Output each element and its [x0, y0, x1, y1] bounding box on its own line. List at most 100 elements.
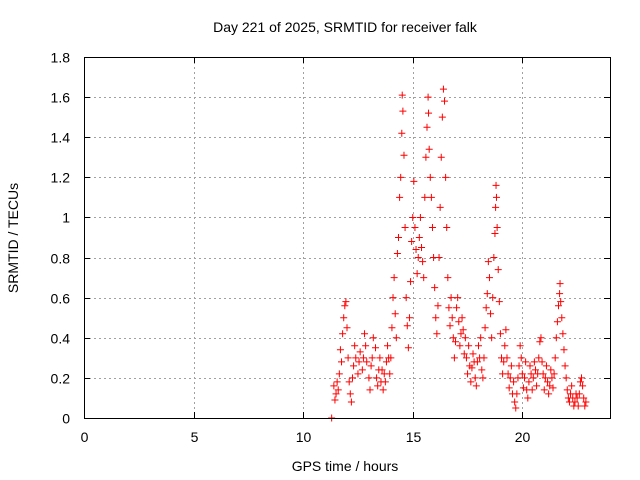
data-point: [477, 334, 485, 342]
data-point: [525, 378, 533, 386]
data-point: [460, 350, 468, 358]
data-point: [526, 362, 534, 370]
data-point: [471, 374, 479, 382]
data-point: [445, 304, 453, 312]
data-point: [524, 394, 532, 402]
data-point: [407, 278, 415, 286]
data-point: [450, 354, 458, 362]
data-point: [350, 362, 358, 370]
data-point: [482, 304, 490, 312]
data-point: [533, 382, 541, 390]
data-point: [484, 258, 492, 266]
data-point: [338, 358, 346, 366]
x-tick-label: 20: [515, 429, 531, 445]
data-point: [347, 398, 355, 406]
data-point: [335, 370, 343, 378]
data-point: [483, 290, 491, 298]
data-point: [550, 370, 558, 378]
data-point: [436, 203, 444, 211]
data-point: [365, 374, 373, 382]
y-tick-label: 0.2: [51, 371, 71, 387]
data-point: [434, 302, 442, 310]
data-point: [492, 203, 500, 211]
data-point: [528, 386, 536, 394]
data-point: [556, 290, 564, 298]
data-point: [578, 374, 586, 382]
data-point: [443, 223, 451, 231]
data-point: [426, 173, 434, 181]
data-point: [580, 394, 588, 402]
data-point: [560, 346, 568, 354]
data-point: [369, 334, 377, 342]
data-point: [537, 334, 545, 342]
data-point: [427, 193, 435, 201]
data-point: [448, 314, 456, 322]
data-point: [371, 344, 379, 352]
data-point: [381, 378, 389, 386]
data-point: [473, 358, 481, 366]
data-point: [493, 223, 501, 231]
tick-labels: 0 5 10 15 20 0 0.2 0.4 0.6 0.8 1 1.2 1.4 1.6 1.8: [51, 50, 531, 446]
data-point: [579, 382, 587, 390]
data-point: [500, 358, 508, 366]
data-point: [454, 294, 462, 302]
data-point: [351, 342, 359, 350]
data-point: [511, 398, 519, 406]
data-point: [529, 374, 537, 382]
y-tick-label: 0.8: [51, 251, 71, 267]
data-point: [461, 334, 469, 342]
data-point: [411, 223, 419, 231]
data-point: [432, 314, 440, 322]
data-point: [425, 145, 433, 153]
data-point: [392, 334, 400, 342]
data-point: [368, 354, 376, 362]
data-point: [489, 294, 497, 302]
data-point: [554, 302, 562, 310]
data-point: [539, 370, 547, 378]
data-point: [515, 362, 523, 370]
data-point: [405, 314, 413, 322]
data-point: [492, 193, 500, 201]
data-point: [334, 386, 342, 394]
y-tick-label: 1.2: [51, 170, 71, 186]
data-point: [501, 342, 509, 350]
y-tick-label: 1.6: [51, 90, 71, 106]
data-point: [504, 370, 512, 378]
data-point: [517, 354, 525, 362]
data-point: [458, 314, 466, 322]
data-point: [536, 338, 544, 346]
data-point: [449, 334, 457, 342]
data-point: [495, 298, 503, 306]
data-point: [344, 354, 352, 362]
data-point: [540, 386, 548, 394]
data-point: [416, 213, 424, 221]
data-point: [423, 123, 431, 131]
data-point: [396, 193, 404, 201]
data-point: [487, 310, 495, 318]
data-point: [541, 374, 549, 382]
data-point: [428, 223, 436, 231]
data-point: [582, 398, 590, 406]
data-point: [481, 324, 489, 332]
data-point: [488, 334, 496, 342]
data-point: [468, 364, 476, 372]
data-point: [453, 304, 461, 312]
plot-frame: [84, 57, 611, 419]
data-point: [356, 348, 364, 356]
data-point: [404, 344, 412, 352]
data-point: [362, 342, 370, 350]
data-point: [439, 85, 447, 93]
data-point: [373, 374, 381, 382]
data-point: [379, 386, 387, 394]
x-tick-label: 15: [406, 429, 422, 445]
data-point: [559, 330, 567, 338]
data-point: [503, 354, 511, 362]
data-point: [378, 366, 386, 374]
data-points: [328, 85, 590, 422]
data-point: [551, 354, 559, 362]
data-point: [433, 330, 441, 338]
data-point: [502, 326, 510, 334]
data-point: [516, 342, 524, 350]
data-point: [431, 284, 439, 292]
data-point: [413, 270, 421, 278]
